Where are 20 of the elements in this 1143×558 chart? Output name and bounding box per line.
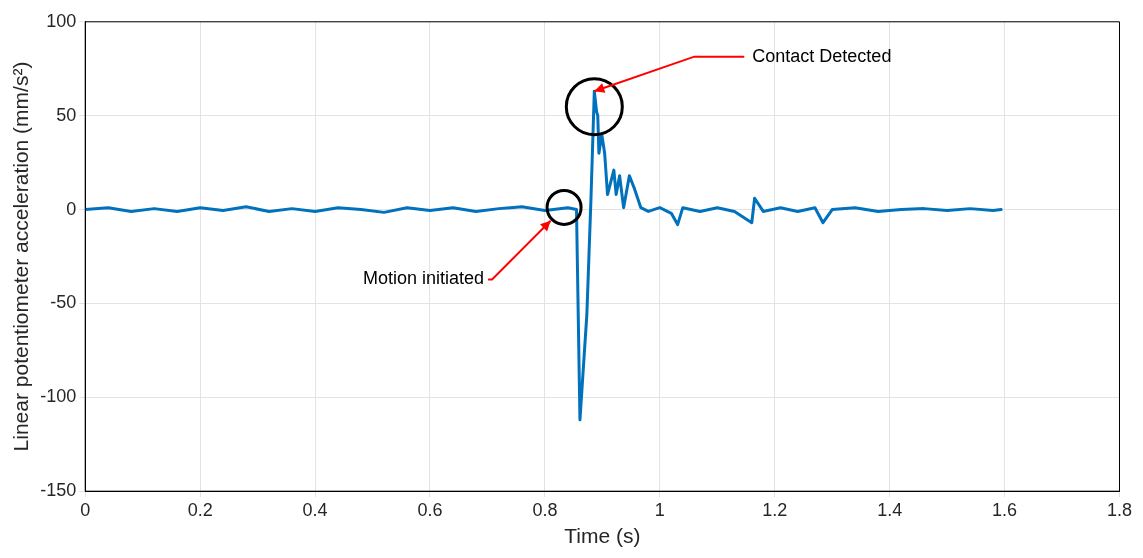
annotation: Motion initiated	[363, 268, 485, 289]
y-axis-title: Linear potentiometer acceleration (mm/s²)	[9, 61, 33, 452]
x-tick-label: 0	[80, 499, 91, 520]
x-tick-label: 1.2	[762, 499, 788, 520]
x-tick-label: 1.6	[992, 499, 1018, 520]
x-tick-label: 0.6	[417, 499, 443, 520]
y-tick-label: 50	[56, 104, 77, 125]
x-tick-label: 0.8	[532, 499, 558, 520]
x-tick-label: 0.4	[302, 499, 328, 520]
annotation: Contact Detected	[752, 45, 892, 66]
x-tick-label: 0.2	[187, 499, 213, 520]
x-tick-label: 1	[654, 499, 665, 520]
x-tick-label: 1.8	[1106, 499, 1132, 520]
y-tick-label: -100	[40, 386, 77, 407]
y-tick-label: -50	[50, 292, 77, 313]
y-tick-label: 0	[66, 198, 77, 219]
y-tick-label: -150	[40, 480, 77, 501]
y-tick-label: 100	[46, 10, 77, 31]
x-axis-title: Time (s)	[564, 524, 641, 548]
x-tick-label: 1.4	[877, 499, 903, 520]
